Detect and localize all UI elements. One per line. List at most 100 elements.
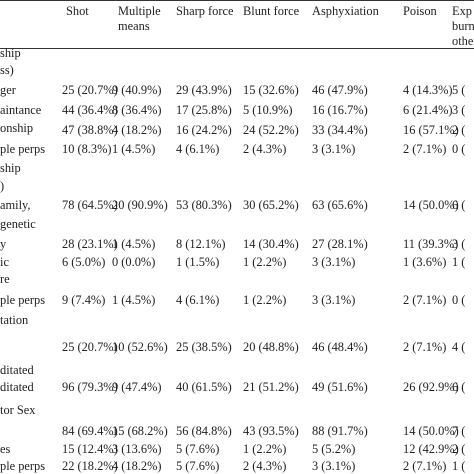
- row-label: ): [0, 179, 5, 193]
- table-cell: 2 (7.1%): [403, 142, 447, 156]
- row-label: ple perps: [0, 459, 46, 473]
- table-cell: 40 (61.5%): [176, 380, 232, 394]
- table-cell: 9 (47.4%): [112, 380, 162, 394]
- table-cell: 1 (2.2%): [243, 442, 287, 456]
- table-cell: 15 (12.4%): [62, 442, 118, 456]
- table-cell: 8 (12.1%): [176, 237, 226, 251]
- table-cell: 30 (65.2%): [243, 198, 299, 212]
- table-cell: 15 (68.2%): [112, 424, 168, 438]
- table-cell: 2 (: [452, 123, 466, 137]
- table-cell: 10 (52.6%): [112, 340, 168, 354]
- table-cell: 17 (25.8%): [176, 103, 232, 117]
- table-cell: 12 (42.9%): [403, 442, 459, 456]
- table-cell: 1 (1.5%): [176, 255, 220, 269]
- table-cell: 28 (23.1%): [62, 237, 118, 251]
- table-cell: 4 (6.1%): [176, 293, 220, 307]
- column-header: Asphyxiation: [312, 4, 379, 18]
- table-cell: 22 (18.2%): [62, 459, 118, 473]
- table-cell: 2 (: [452, 442, 466, 456]
- table-cell: 3 (: [452, 103, 466, 117]
- table-cell: 4 (18.2%): [112, 123, 162, 137]
- table-cell: 25 (38.5%): [176, 340, 232, 354]
- table-cell: 21 (51.2%): [243, 380, 299, 394]
- row-label: es: [0, 442, 11, 456]
- table-cell: 47 (38.8%): [62, 123, 118, 137]
- table-cell: 20 (90.9%): [112, 198, 168, 212]
- table-cell: 2 (4.3%): [243, 142, 287, 156]
- table-cell: 8 (36.4%): [112, 103, 162, 117]
- table-cell: 43 (93.5%): [243, 424, 299, 438]
- table-cell: 1 (4.5%): [112, 237, 156, 251]
- table-cell: 14 (50.0%): [403, 424, 459, 438]
- table-cell: 1 (4.5%): [112, 142, 156, 156]
- table-cell: 5 (: [452, 83, 466, 97]
- table-cell: 3 (3.1%): [312, 293, 356, 307]
- row-label: onship: [0, 121, 34, 135]
- column-header: Blunt force: [243, 4, 300, 18]
- table-cell: 14 (30.4%): [243, 237, 299, 251]
- table-cell: 27 (28.1%): [312, 237, 368, 251]
- table-cell: 29 (43.9%): [176, 83, 232, 97]
- column-header: othe: [452, 34, 474, 48]
- column-header: Poison: [403, 4, 437, 18]
- row-label: ditated: [0, 380, 34, 394]
- table-cell: 4 (6.1%): [176, 142, 220, 156]
- table-cell: 15 (32.6%): [243, 83, 299, 97]
- column-header: Multiple: [118, 4, 161, 18]
- table-cell: 53 (80.3%): [176, 198, 232, 212]
- table-cell: 46 (47.9%): [312, 83, 368, 97]
- row-label: ship: [0, 46, 21, 60]
- row-label: ss): [0, 63, 14, 77]
- table-cell: 16 (24.2%): [176, 123, 232, 137]
- row-label: amily,: [0, 198, 31, 212]
- table-cell: 88 (91.7%): [312, 424, 368, 438]
- table-cell: 5 (10.9%): [243, 103, 293, 117]
- row-label: tor Sex: [0, 403, 36, 417]
- table-cell: 0 (: [452, 293, 466, 307]
- row-label: ship: [0, 161, 21, 175]
- row-label: aintance: [0, 103, 42, 117]
- table-cell: 25 (20.7%): [62, 340, 118, 354]
- row-label: ditated: [0, 363, 34, 377]
- table-cell: 16 (16.7%): [312, 103, 368, 117]
- row-label: genetic: [0, 217, 36, 231]
- table-cell: 3 (13.6%): [112, 442, 162, 456]
- table-cell: 6 (: [452, 380, 466, 394]
- table-cell: 84 (69.4%): [62, 424, 118, 438]
- table-cell: 1 (2.2%): [243, 293, 287, 307]
- table-cell: 6 (: [452, 198, 466, 212]
- table-cell: 3 (3.1%): [312, 459, 356, 473]
- table-cell: 4 (: [452, 340, 466, 354]
- row-label: y: [0, 237, 7, 251]
- table-cell: 5 (5.2%): [312, 442, 356, 456]
- row-label: re: [0, 272, 10, 286]
- table-cell: 46 (48.4%): [312, 340, 368, 354]
- column-header: burn,: [452, 19, 474, 33]
- table-cell: 33 (34.4%): [312, 123, 368, 137]
- column-header: Shot: [66, 4, 89, 18]
- table-cell: 2 (7.1%): [403, 293, 447, 307]
- row-label: ple perps: [0, 293, 46, 307]
- table-cell: 6 (5.0%): [62, 255, 106, 269]
- table-cell: 7 (: [452, 424, 466, 438]
- table-cell: 4 (18.2%): [112, 459, 162, 473]
- table-cell: 44 (36.4%): [62, 103, 118, 117]
- row-label: ic: [0, 255, 9, 269]
- table-cell: 63 (65.6%): [312, 198, 368, 212]
- table-cell: 96 (79.3%): [62, 380, 118, 394]
- table-cell: 10 (8.3%): [62, 142, 112, 156]
- table-top-rule: [0, 0, 474, 1]
- column-header: Sharp force: [176, 4, 234, 18]
- table-cell: 2 (7.1%): [403, 340, 447, 354]
- table-cell: 11 (39.3%): [403, 237, 459, 251]
- table-cell: 2 (7.1%): [403, 459, 447, 473]
- table-cell: 6 (21.4%): [403, 103, 453, 117]
- table-cell: 20 (48.8%): [243, 340, 299, 354]
- table-cell: 14 (50.0%): [403, 198, 459, 212]
- row-label: ple perps: [0, 142, 46, 156]
- table-cell: 1 (: [452, 255, 466, 269]
- column-header: Exp: [452, 4, 472, 18]
- table-cell: 26 (92.9%): [403, 380, 459, 394]
- table-cell: 25 (20.7%): [62, 83, 118, 97]
